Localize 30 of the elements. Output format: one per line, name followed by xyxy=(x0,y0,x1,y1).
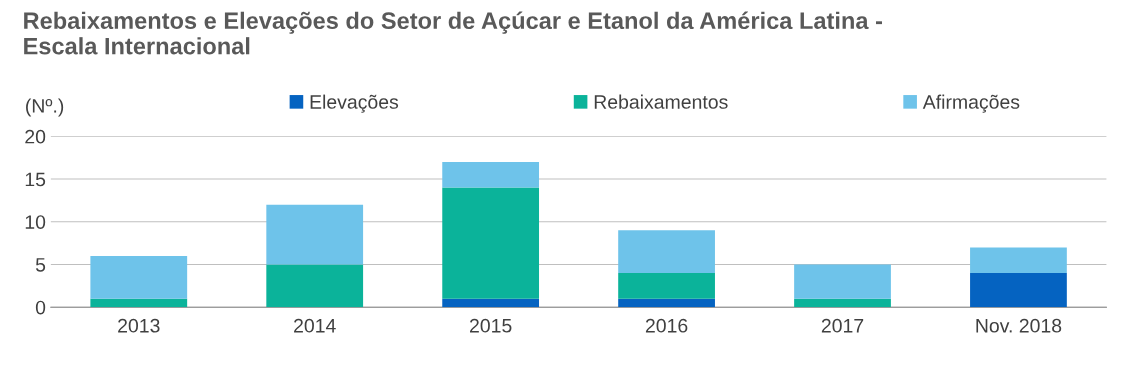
bar xyxy=(90,298,188,308)
bar xyxy=(794,298,891,308)
x-tick-label: 2016 xyxy=(645,318,688,333)
x-tick-label: 2015 xyxy=(470,318,512,333)
bar xyxy=(618,298,715,308)
bar xyxy=(970,273,1067,308)
y-tick-label: 15 xyxy=(25,172,46,187)
bar xyxy=(618,230,715,274)
x-tick-label: 2013 xyxy=(118,318,160,333)
bar xyxy=(794,264,891,299)
bar xyxy=(442,187,540,299)
x-tick-label: 2014 xyxy=(294,318,336,333)
x-tick-label: 2017 xyxy=(821,318,864,333)
x-tick-label: Nov. 2018 xyxy=(976,318,1062,333)
y-tick-label: 10 xyxy=(25,215,46,229)
y-tick-label: 0 xyxy=(35,300,46,315)
bar xyxy=(90,255,188,299)
legend-label: Rebaixamentos xyxy=(594,94,728,109)
bar xyxy=(442,298,540,308)
legend-label: Afirmações xyxy=(922,94,1020,113)
y-tick-label: 20 xyxy=(25,129,46,144)
legend-label: Elevações xyxy=(310,94,399,113)
bar xyxy=(970,247,1067,274)
bar xyxy=(266,204,364,265)
bar xyxy=(266,264,364,308)
y-axis-title: (Nº.) xyxy=(26,98,64,117)
chart-title: Rebaixamentos e Elevações do Setor de Açúcar e Etanol da América Latina - Escala Internacional xyxy=(24,11,882,55)
bar xyxy=(442,161,540,188)
bar xyxy=(618,273,715,299)
y-tick-label: 5 xyxy=(35,258,46,272)
